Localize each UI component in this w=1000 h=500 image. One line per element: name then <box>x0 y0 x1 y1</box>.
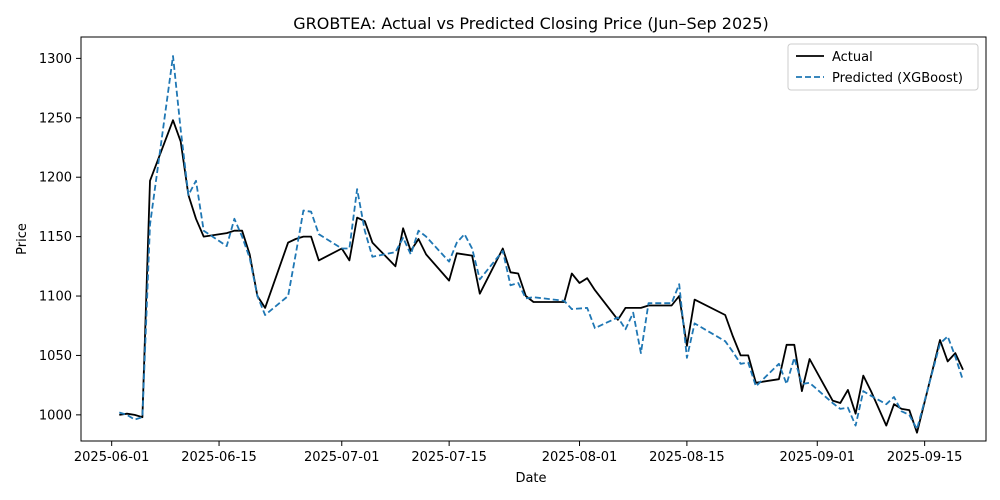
y-tick-label: 1100 <box>39 290 72 305</box>
x-tick-label: 2025-08-15 <box>649 450 725 465</box>
y-tick-label: 1300 <box>39 52 72 67</box>
y-tick-label: 1000 <box>39 408 72 423</box>
y-tick-label: 1150 <box>39 230 72 245</box>
series-line-actual <box>119 119 964 434</box>
x-tick-label: 2025-08-01 <box>542 450 618 465</box>
x-axis-title: Date <box>515 471 546 486</box>
y-tick-label: 1250 <box>39 111 72 126</box>
series-line-predicted <box>119 55 964 430</box>
x-tick-label: 2025-07-15 <box>411 450 487 465</box>
chart-title: GROBTEA: Actual vs Predicted Closing Pri… <box>293 14 769 33</box>
series-layer <box>119 55 964 434</box>
y-tick-label: 1050 <box>39 349 72 364</box>
legend-label-predicted: Predicted (XGBoost) <box>832 71 963 86</box>
x-tick-label: 2025-07-01 <box>304 450 380 465</box>
y-tick-label: 1200 <box>39 171 72 186</box>
x-tick-label: 2025-09-01 <box>779 450 855 465</box>
legend-box <box>787 43 979 91</box>
legend-label-actual: Actual <box>832 50 873 65</box>
tick-layer: 2025-06-01 2025-06-15 2025-07-01 2025-07-15… <box>39 52 963 465</box>
legend: Actual Predicted (XGBoost) <box>787 43 979 91</box>
y-axis-title: Price <box>15 223 30 255</box>
x-tick-label: 2025-06-01 <box>74 450 150 465</box>
plot-area-frame <box>80 36 987 442</box>
x-tick-label: 2025-09-15 <box>887 450 963 465</box>
x-tick-label: 2025-06-15 <box>181 450 257 465</box>
